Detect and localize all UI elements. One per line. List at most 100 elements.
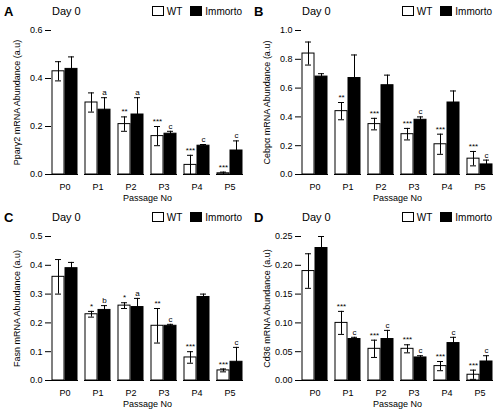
svg-text:P4: P4 — [441, 182, 452, 192]
svg-text:P3: P3 — [158, 182, 169, 192]
svg-text:P1: P1 — [342, 182, 353, 192]
svg-text:0.5: 0.5 — [30, 231, 43, 241]
svg-text:0.1: 0.1 — [30, 347, 43, 357]
svg-text:***: *** — [153, 117, 162, 126]
svg-text:Cd36 mRNA Abundance (a.u): Cd36 mRNA Abundance (a.u) — [262, 249, 272, 368]
svg-text:c: c — [235, 338, 239, 347]
svg-text:a: a — [135, 88, 140, 97]
svg-text:P2: P2 — [375, 388, 386, 398]
svg-text:0.10: 0.10 — [275, 318, 293, 328]
svg-text:P5: P5 — [224, 182, 235, 192]
svg-text:***: *** — [370, 109, 379, 118]
svg-text:***: *** — [337, 302, 346, 311]
svg-text:0.4: 0.4 — [30, 260, 43, 270]
html-text:Immorto: Immorto — [455, 5, 492, 17]
svg-text:***: *** — [469, 142, 478, 151]
svg-text:c: c — [169, 315, 173, 324]
svg-text:***: *** — [403, 119, 412, 128]
html-text:Day 0: Day 0 — [52, 211, 81, 223]
svg-text:0.2: 0.2 — [30, 318, 43, 328]
html-text:Immorto: Immorto — [205, 211, 242, 223]
svg-text:P1: P1 — [342, 388, 353, 398]
html-text:WT: WT — [166, 211, 183, 223]
svg-text:***: *** — [403, 335, 412, 344]
svg-text:c: c — [202, 135, 206, 144]
svg-text:***: *** — [186, 146, 195, 155]
html-text:WT: WT — [416, 211, 433, 223]
html-text:Immorto: Immorto — [205, 5, 242, 17]
svg-text:0.6: 0.6 — [280, 83, 293, 93]
html-text:Day 0: Day 0 — [52, 5, 81, 17]
svg-text:Pparγ2 mRNA Abundance (a.u): Pparγ2 mRNA Abundance (a.u) — [12, 40, 22, 166]
svg-text:b: b — [102, 296, 107, 305]
svg-text:c: c — [419, 346, 423, 355]
svg-text:P0: P0 — [309, 182, 320, 192]
svg-text:0.3: 0.3 — [30, 289, 43, 299]
svg-text:*: * — [90, 302, 93, 311]
svg-text:P2: P2 — [125, 388, 136, 398]
html-text:Day 0: Day 0 — [302, 5, 331, 17]
svg-text:a: a — [135, 289, 140, 298]
svg-text:c: c — [485, 346, 489, 355]
svg-text:P0: P0 — [59, 182, 70, 192]
svg-text:c: c — [419, 107, 423, 116]
svg-text:0.4: 0.4 — [30, 73, 43, 83]
svg-text:1.0: 1.0 — [280, 25, 293, 35]
svg-text:Cebpα mRNA Abundance (a.u): Cebpα mRNA Abundance (a.u) — [262, 41, 272, 165]
svg-text:0.6: 0.6 — [30, 25, 43, 35]
svg-text:0.2: 0.2 — [30, 121, 43, 131]
svg-text:P4: P4 — [441, 388, 452, 398]
svg-text:**: ** — [154, 299, 160, 308]
svg-text:0.2: 0.2 — [280, 141, 293, 151]
svg-text:P1: P1 — [92, 388, 103, 398]
svg-text:P4: P4 — [191, 388, 202, 398]
svg-text:***: *** — [186, 342, 195, 351]
svg-text:P3: P3 — [408, 388, 419, 398]
svg-text:P5: P5 — [474, 182, 485, 192]
svg-text:Passage No: Passage No — [123, 193, 172, 203]
svg-text:***: *** — [436, 125, 445, 134]
svg-text:***: *** — [370, 331, 379, 340]
svg-text:0.8: 0.8 — [280, 54, 293, 64]
svg-text:c: c — [169, 122, 173, 131]
html-text:WT: WT — [166, 5, 183, 17]
svg-text:c: c — [386, 321, 390, 330]
svg-text:Passage No: Passage No — [373, 399, 422, 409]
svg-text:**: ** — [121, 107, 127, 116]
svg-text:c: c — [235, 131, 239, 140]
svg-text:P5: P5 — [474, 388, 485, 398]
svg-text:0.0: 0.0 — [30, 169, 43, 179]
svg-text:P3: P3 — [408, 182, 419, 192]
svg-text:0.25: 0.25 — [275, 231, 293, 241]
svg-text:c: c — [485, 151, 489, 160]
svg-text:***: *** — [219, 163, 228, 172]
svg-text:0.00: 0.00 — [275, 375, 293, 385]
svg-text:P0: P0 — [59, 388, 70, 398]
svg-text:P4: P4 — [191, 182, 202, 192]
svg-text:0.4: 0.4 — [280, 112, 293, 122]
svg-text:0.20: 0.20 — [275, 260, 293, 270]
svg-text:c: c — [452, 328, 456, 337]
svg-text:P3: P3 — [158, 388, 169, 398]
svg-text:P2: P2 — [375, 182, 386, 192]
svg-text:Passage No: Passage No — [373, 193, 422, 203]
svg-text:a: a — [102, 88, 107, 97]
svg-text:***: *** — [219, 360, 228, 369]
svg-text:0.15: 0.15 — [275, 289, 293, 299]
svg-text:Passage No: Passage No — [123, 399, 172, 409]
html-text:Day 0: Day 0 — [302, 211, 331, 223]
html-text:WT: WT — [416, 5, 433, 17]
svg-text:0.0: 0.0 — [280, 169, 293, 179]
svg-text:P0: P0 — [309, 388, 320, 398]
svg-text:***: *** — [469, 361, 478, 370]
svg-text:P2: P2 — [125, 182, 136, 192]
svg-text:**: ** — [338, 93, 344, 102]
svg-text:Fasn mRNA Abundance (a.u): Fasn mRNA Abundance (a.u) — [12, 250, 22, 367]
svg-text:***: *** — [436, 352, 445, 361]
svg-text:P5: P5 — [224, 388, 235, 398]
svg-text:*: * — [123, 293, 126, 302]
svg-text:c: c — [353, 328, 357, 337]
svg-text:0.0: 0.0 — [30, 375, 43, 385]
svg-text:0.05: 0.05 — [275, 347, 293, 357]
svg-text:P1: P1 — [92, 182, 103, 192]
